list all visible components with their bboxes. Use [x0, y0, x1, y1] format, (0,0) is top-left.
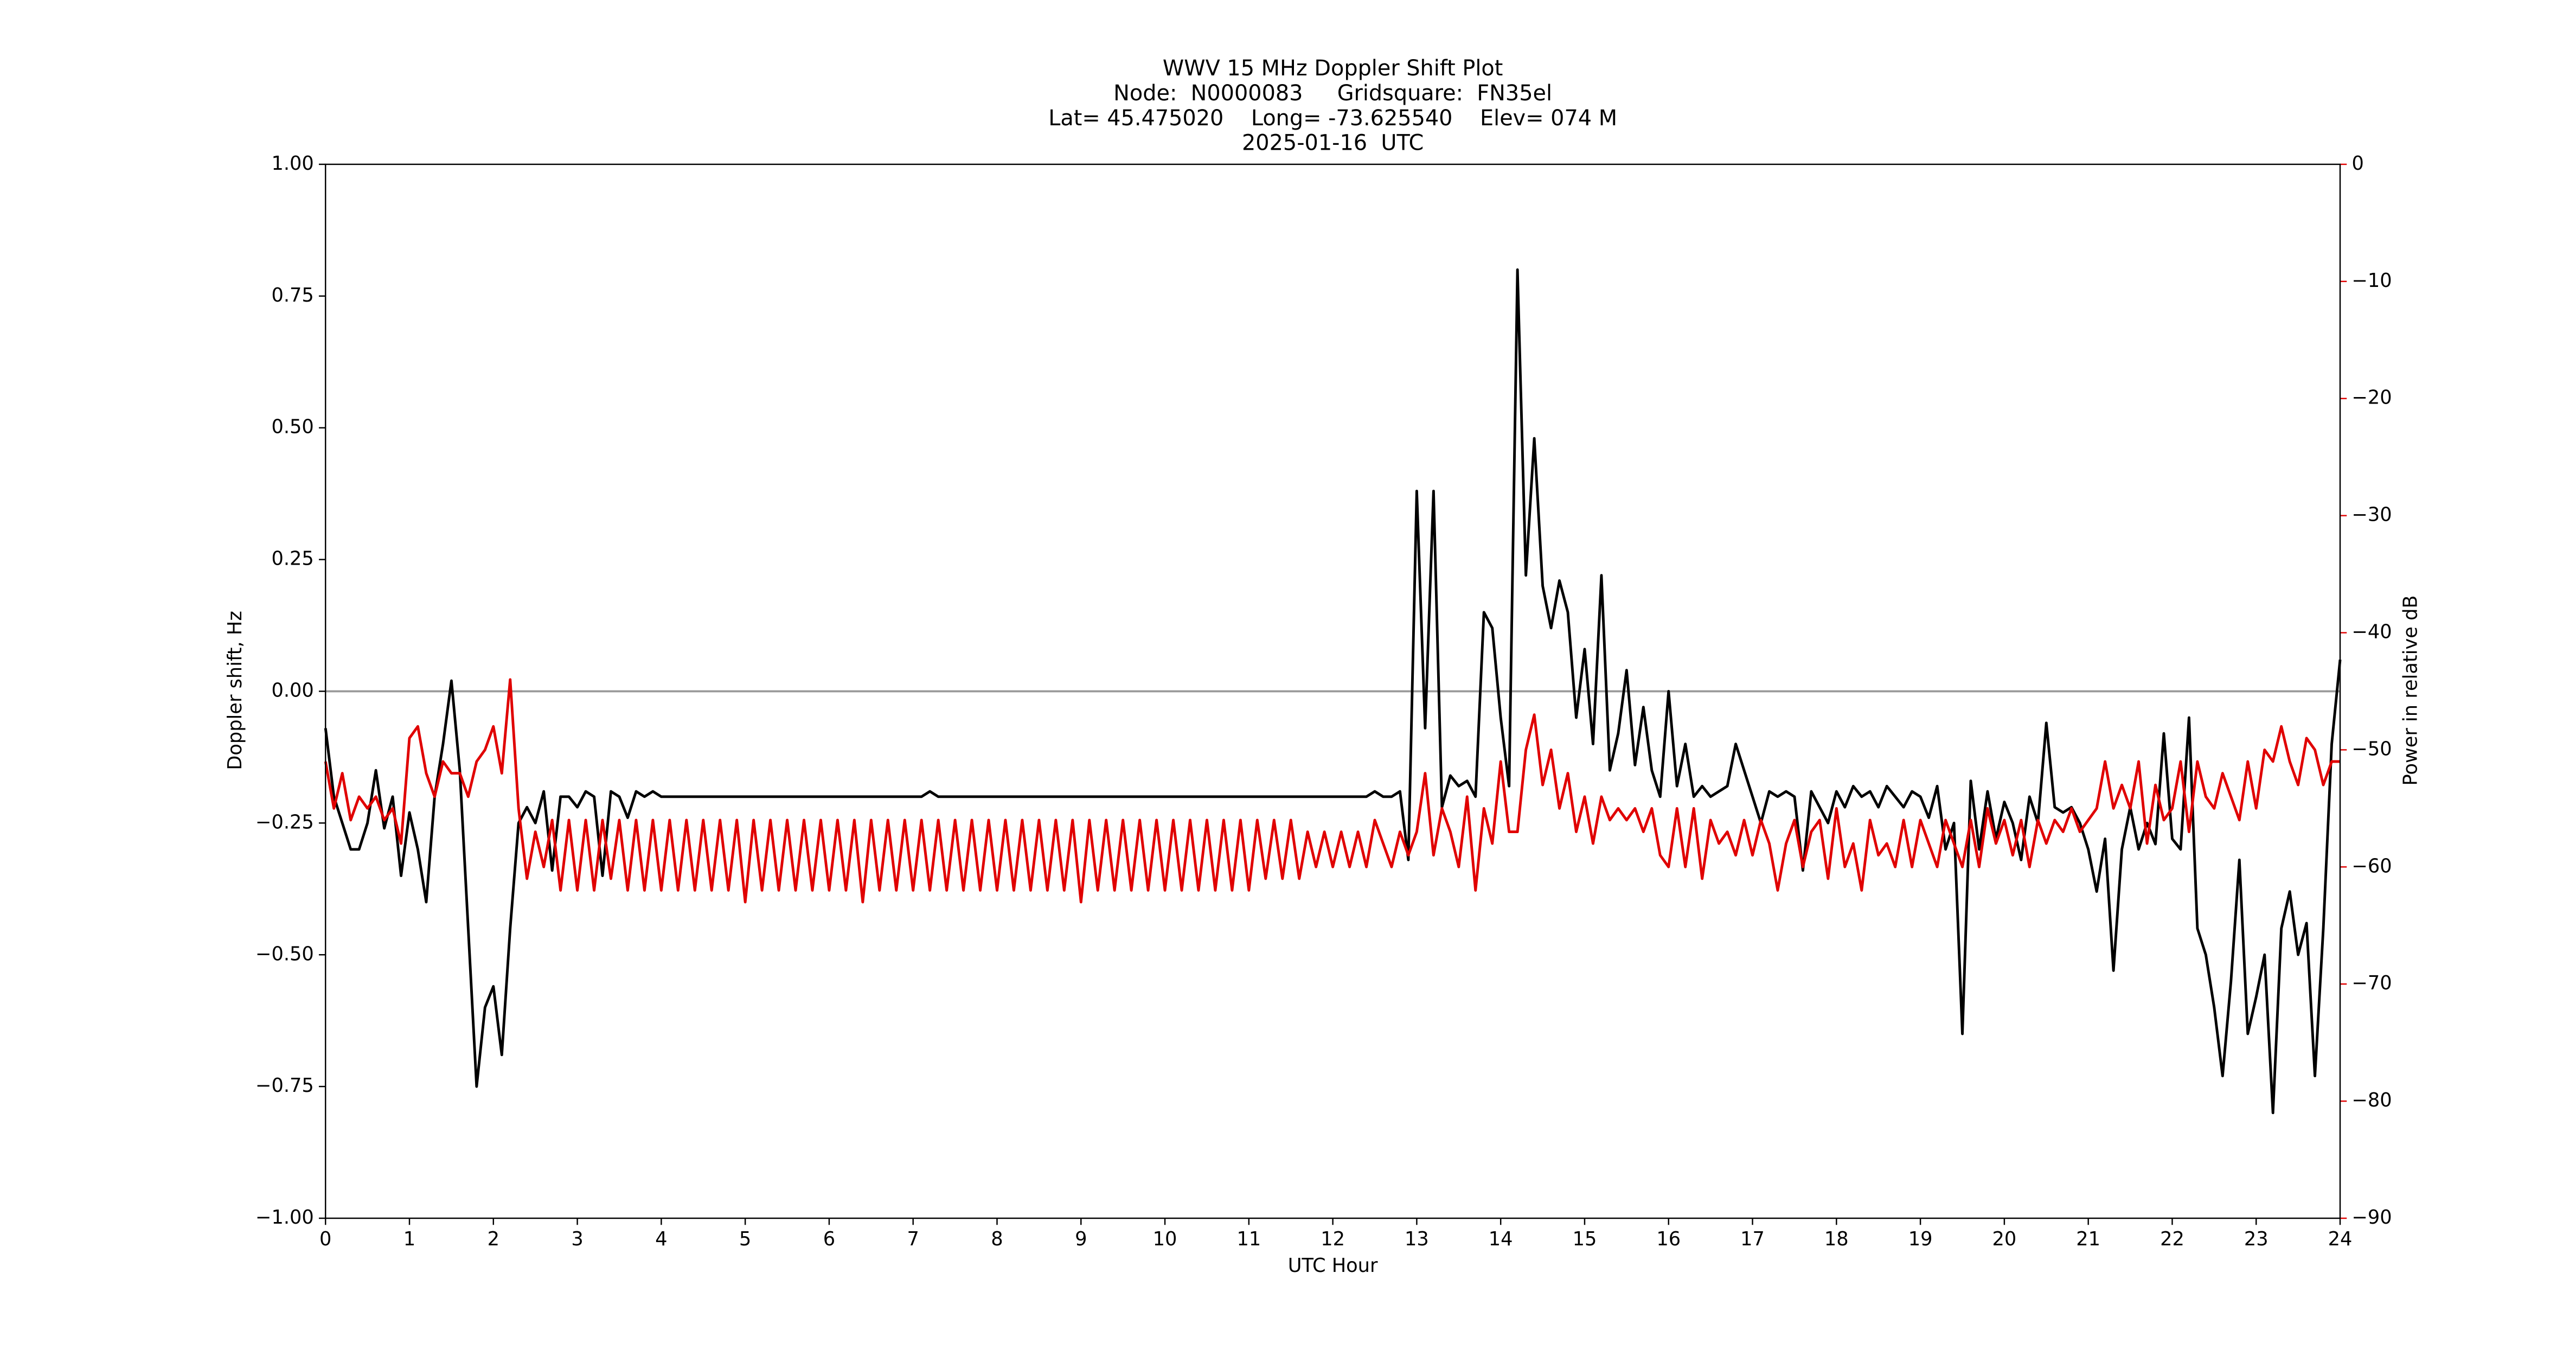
- x-tick-label: 15: [1573, 1228, 1597, 1250]
- y2-tick-label: −70: [2351, 972, 2392, 994]
- y-tick-label: −0.25: [255, 811, 314, 833]
- x-tick-label: 19: [1908, 1228, 1933, 1250]
- y-tick-label: −0.75: [255, 1074, 314, 1097]
- y2-tick-label: 0: [2351, 152, 2363, 175]
- x-tick-label: 13: [1405, 1228, 1429, 1250]
- y2-tick-label: −40: [2351, 621, 2392, 643]
- x-tick-label: 0: [319, 1228, 331, 1250]
- chart-title: Node: N0000083 Gridsquare: FN35el: [1113, 81, 1552, 106]
- x-tick-label: 22: [2160, 1228, 2184, 1250]
- x-axis-label: UTC Hour: [1288, 1255, 1378, 1277]
- plot-frame: [324, 163, 2341, 1219]
- y2-tick-label: −10: [2351, 270, 2392, 292]
- x-tick-label: 20: [1992, 1228, 2017, 1250]
- y2-tick-label: −90: [2351, 1206, 2392, 1229]
- y-tick-label: 0.75: [271, 284, 313, 306]
- y-tick-label: 0.50: [271, 416, 313, 438]
- y-axis-label: Doppler shift, Hz: [224, 611, 246, 770]
- x-tick-label: 2: [488, 1228, 499, 1250]
- x-tick-label: 21: [2076, 1228, 2100, 1250]
- x-tick-label: 6: [823, 1228, 835, 1250]
- x-tick-label: 4: [655, 1228, 667, 1250]
- y2-tick-label: −50: [2351, 738, 2392, 760]
- y-tick-label: 0.25: [271, 548, 313, 570]
- data-line: [324, 268, 2342, 1115]
- x-tick-label: 10: [1153, 1228, 1177, 1250]
- y2-tick-label: −60: [2351, 855, 2392, 877]
- y-tick-label: 1.00: [271, 152, 313, 175]
- x-tick-label: 5: [739, 1228, 751, 1250]
- x-tick-label: 12: [1321, 1228, 1345, 1250]
- x-tick-label: 9: [1075, 1228, 1087, 1250]
- x-tick-label: 1: [403, 1228, 415, 1250]
- y-tick-label: −0.50: [255, 943, 314, 965]
- x-tick-label: 17: [1740, 1228, 1765, 1250]
- data-line: [324, 678, 2341, 904]
- y-tick-label: −1.00: [255, 1206, 314, 1229]
- y2-tick-label: −30: [2351, 504, 2392, 526]
- chart-title: 2025-01-16 UTC: [1242, 131, 1424, 156]
- y2-tick-label: −80: [2351, 1089, 2392, 1111]
- x-tick-label: 14: [1489, 1228, 1513, 1250]
- x-tick-label: 16: [1656, 1228, 1681, 1250]
- chart-title: WWV 15 MHz Doppler Shift Plot: [1163, 56, 1503, 81]
- y2-tick-label: −20: [2351, 387, 2392, 409]
- x-tick-label: 11: [1236, 1228, 1261, 1250]
- x-tick-label: 8: [991, 1228, 1003, 1250]
- y2-axis-label: Power in relative dB: [2400, 595, 2422, 785]
- x-tick-label: 18: [1824, 1228, 1849, 1250]
- x-tick-label: 24: [2328, 1228, 2353, 1250]
- chart-title: Lat= 45.475020 Long= -73.625540 Elev= 07…: [1048, 106, 1617, 131]
- y-tick-label: 0.00: [271, 679, 313, 701]
- x-tick-label: 7: [907, 1228, 919, 1250]
- x-tick-label: 3: [571, 1228, 583, 1250]
- x-tick-label: 23: [2244, 1228, 2269, 1250]
